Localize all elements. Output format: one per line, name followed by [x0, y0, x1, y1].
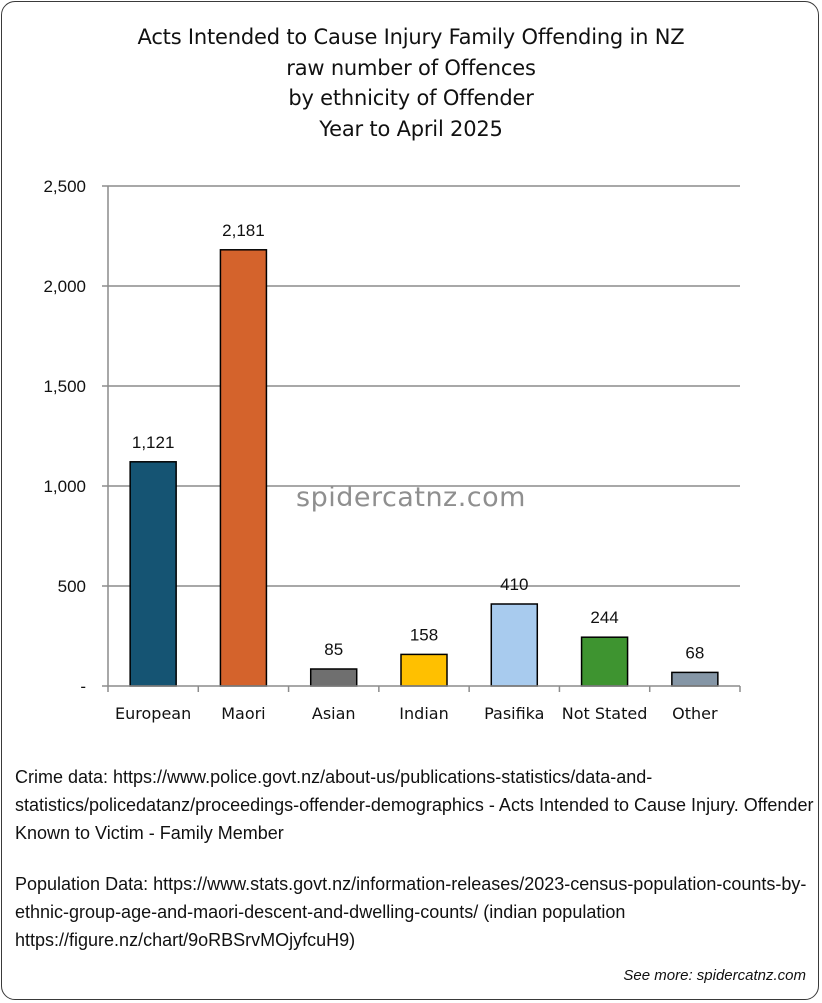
x-tick-label: Indian	[399, 704, 448, 723]
bar	[490, 603, 539, 687]
x-tick-label: Pasifika	[484, 704, 544, 723]
crime-data-source: Crime data: https://www.police.govt.nz/a…	[15, 767, 814, 843]
x-tick-label: Asian	[312, 704, 356, 723]
population-data-source: Population Data: https://www.stats.govt.…	[15, 874, 807, 950]
title-line-1: Acts Intended to Cause Injury Family Off…	[137, 25, 685, 49]
data-label: 410	[500, 575, 528, 594]
data-label: 2,181	[222, 221, 265, 240]
data-label: 1,121	[132, 433, 175, 452]
bar	[129, 461, 177, 687]
chart-title: Acts Intended to Cause Injury Family Off…	[0, 22, 822, 144]
x-tick-label: European	[115, 704, 191, 723]
title-line-2: raw number of Offences	[286, 55, 536, 80]
y-tick-label: 1,500	[43, 377, 86, 396]
x-tick-label: Not Stated	[562, 704, 648, 723]
y-tick-label: 2,000	[43, 277, 86, 296]
data-label: 68	[685, 643, 704, 662]
bar	[400, 653, 448, 687]
bar	[219, 249, 268, 687]
see-more-credit: See more: spidercatnz.com	[623, 967, 806, 984]
data-label: 244	[590, 608, 618, 627]
y-tick-label: 500	[58, 577, 86, 596]
watermark: spidercatnz.com	[296, 482, 526, 513]
bar	[671, 671, 719, 687]
title-line-3: by ethnicity of Offender	[288, 86, 534, 110]
data-label: 158	[410, 625, 438, 644]
y-tick-label: -	[80, 677, 86, 696]
bar	[580, 636, 629, 687]
x-tick-label: Maori	[221, 704, 265, 723]
bar	[309, 668, 358, 687]
title-line-4: Year to April 2025	[319, 116, 503, 141]
data-label: 85	[324, 640, 343, 659]
x-tick-label: Other	[672, 704, 718, 723]
y-tick-label: 1,000	[43, 477, 86, 496]
y-tick-label: 2,500	[43, 177, 86, 196]
